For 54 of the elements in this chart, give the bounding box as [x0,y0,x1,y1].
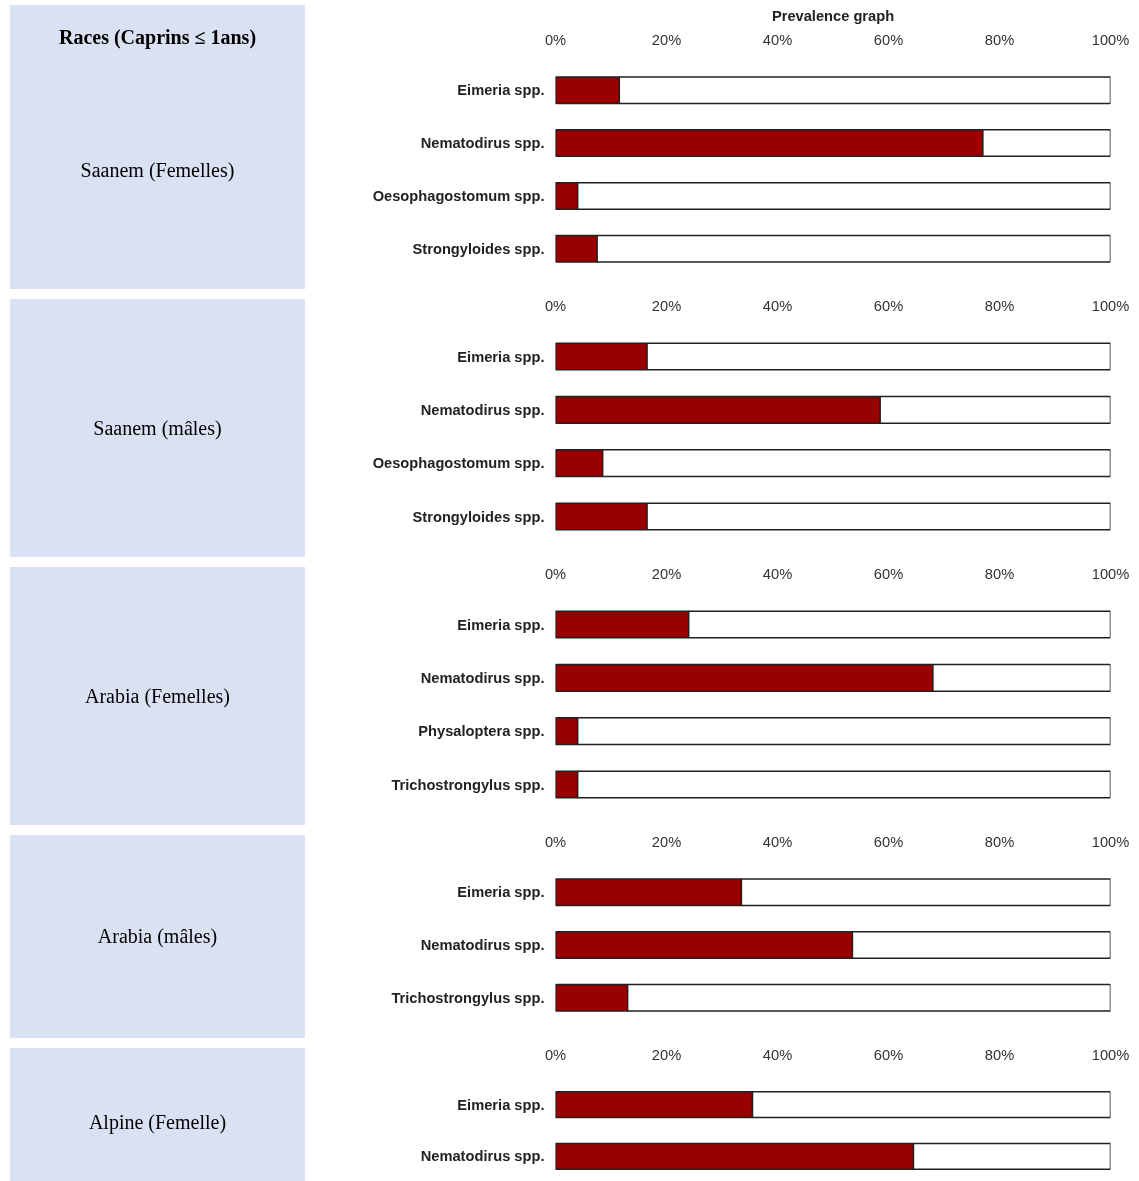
x-tick-label: 20% [651,1046,682,1063]
x-tick-label: 100% [1091,297,1130,314]
y-tick-label: Nematodirus spp. [420,135,545,152]
x-tick-label: 100% [1091,1046,1130,1063]
y-tick-label: Nematodirus spp. [420,1148,545,1165]
y-tick-label: Eimeria spp. [457,884,545,901]
x-tick-label: 0% [544,31,567,48]
x-tick-label: 60% [873,1046,904,1063]
y-tick-label: Physaloptera spp. [418,723,545,740]
y-tick-label: Eimeria spp. [457,616,545,633]
x-tick-label: 100% [1091,565,1130,582]
y-tick-label: Nematodirus spp. [420,401,545,418]
x-tick-label: 40% [762,31,793,48]
x-tick-label: 60% [873,833,904,850]
x-tick-label: 80% [984,31,1015,48]
y-axis-title: Alpine (Femelle) [10,1048,305,1181]
y-tick-label: Trichostrongylus spp. [391,989,545,1006]
y-tick-label: Nematodirus spp. [420,937,545,953]
x-tick-label: 60% [873,297,904,314]
x-tick-label: 80% [984,565,1015,582]
y-axis-title: Arabia (Femelles) [10,567,305,825]
y-tick-label: Trichostrongylus spp. [391,776,545,793]
x-tick-label: 0% [544,833,567,850]
y-tick-label: Oesophagostomum spp. [372,455,545,472]
x-tick-label: 80% [984,297,1015,314]
y-tick-label: Strongyloides spp. [412,508,545,525]
x-tick-label: 20% [651,31,682,48]
x-tick-label: 20% [651,565,682,582]
x-tick-label: 40% [762,833,793,850]
y-tick-label: Eimeria spp. [457,82,545,99]
x-tick-label: 100% [1091,31,1130,48]
x-tick-label: 40% [762,1046,793,1063]
x-tick-label: 0% [544,297,567,314]
y-tick-label: Eimeria spp. [457,348,545,365]
x-tick-label: 100% [1091,833,1130,850]
x-tick-label: 20% [651,297,682,314]
y-tick-label: Eimeria spp. [457,1096,545,1113]
y-tick-label: Nematodirus spp. [420,669,545,686]
chart-title: Prevalence graph [771,7,895,24]
x-tick-label: 20% [651,833,682,850]
y-tick-label: Strongyloides spp. [412,240,545,257]
x-tick-label: 40% [762,297,793,314]
y-axis-title: Saanem (Femelles) [79,158,236,184]
text: Races (Caprins ≤ 1ans) [57,25,258,51]
x-tick-label: 80% [984,1046,1015,1063]
x-tick-label: 60% [873,565,904,582]
y-tick-label: Oesophagostomum spp. [372,187,545,204]
x-tick-label: 60% [873,31,904,48]
x-tick-label: 40% [762,565,793,582]
y-axis-title: Arabia (mâles) [10,835,305,1038]
x-tick-label: 0% [544,1046,567,1063]
x-tick-label: 0% [544,565,567,582]
x-tick-label: 80% [984,833,1015,850]
y-axis-title: Saanem (mâles) [10,299,305,557]
